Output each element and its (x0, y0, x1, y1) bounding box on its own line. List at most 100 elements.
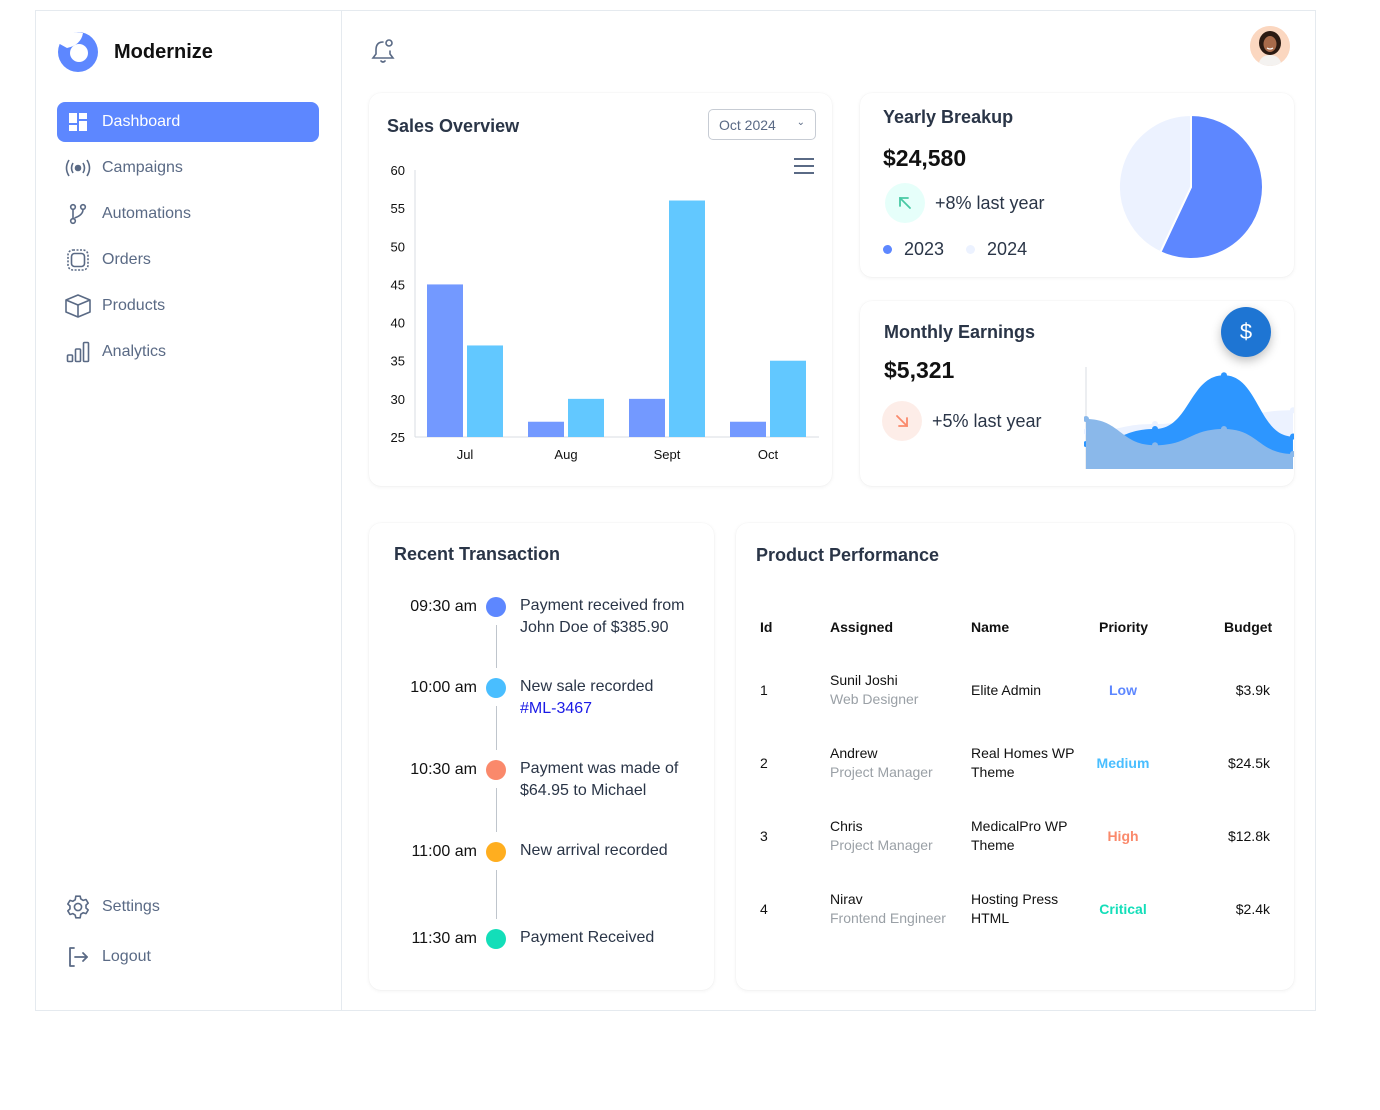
sidebar-item-products[interactable]: Products (57, 286, 319, 326)
area-point (1151, 442, 1158, 449)
timeline-dot (486, 597, 506, 617)
bar-chart-icon (65, 339, 91, 365)
card-title: Recent Transaction (394, 544, 561, 564)
dollar-action-button[interactable]: $ (1221, 307, 1271, 357)
area-point (1220, 426, 1227, 432)
bar-sept-series-2 (669, 200, 705, 437)
cell-assigned: Sunil Joshi Web Designer (830, 671, 918, 709)
period-select-value: Oct 2024 (719, 116, 776, 133)
sidebar-item-dashboard[interactable]: Dashboard (57, 102, 319, 142)
column-header-priority: Priority (1099, 619, 1149, 635)
yearly-pie-chart (1118, 113, 1264, 260)
legend-item-2024: 2024 (966, 239, 1027, 260)
brand-logo-icon (58, 32, 98, 72)
sidebar-item-analytics[interactable]: Analytics (57, 332, 319, 372)
card-title: Yearly Breakup (883, 107, 1014, 127)
dashboard-icon (65, 109, 91, 135)
brand-name: Modernize (114, 40, 213, 63)
sidebar-item-label: Products (102, 297, 166, 314)
dollar-icon: $ (1239, 319, 1253, 344)
cell-name: Elite Admin (971, 682, 1042, 698)
column-header-budget: Budget (1224, 619, 1273, 635)
yearly-trend-text: +8% last year (935, 192, 1045, 213)
bell-icon (371, 39, 395, 63)
card-title: Sales Overview (387, 116, 520, 136)
user-avatar[interactable] (1250, 26, 1290, 66)
timeline-description: Payment was made of $64.95 to Michael (520, 760, 679, 799)
sidebar-item-label: Dashboard (102, 113, 181, 130)
logout-icon (65, 944, 91, 970)
bar-jul-series-2 (467, 345, 503, 437)
column-header-name: Name (971, 619, 1010, 635)
table-row[interactable]: 2 Andrew Project Manager Real Homes WP Them… (736, 742, 1294, 792)
box-icon (65, 293, 91, 319)
y-tick-label: 25 (391, 430, 405, 445)
timeline-connector (496, 625, 497, 668)
y-tick-label: 35 (391, 354, 405, 369)
area-point (1220, 372, 1227, 379)
cell-priority: Critical (1099, 901, 1147, 917)
assignee-role: Web Designer (830, 691, 919, 707)
assignee-name: Sunil Joshi (830, 672, 898, 688)
hamburger-icon[interactable] (793, 157, 815, 175)
card-title: Monthly Earnings (884, 322, 1036, 342)
y-tick-label: 30 (391, 392, 405, 407)
y-tick-label: 45 (391, 277, 405, 292)
timeline-connector (496, 788, 497, 832)
cell-assigned: Nirav Frontend Engineer (830, 890, 946, 928)
sidebar-item-label: Analytics (102, 343, 167, 360)
git-branch-icon (65, 201, 91, 227)
cell-priority: High (1107, 828, 1139, 844)
yearly-amount: $24,580 (883, 145, 967, 171)
app-frame: Modernize Dashboard Campaigns Automation… (35, 10, 1316, 1011)
timeline-time: 10:00 am (410, 679, 477, 696)
sidebar: Modernize Dashboard Campaigns Automation… (36, 11, 342, 1010)
sidebar-item-label: Campaigns (102, 159, 183, 176)
area-point (1151, 426, 1158, 432)
legend-dot (966, 245, 976, 254)
sales-bar-chart: 25 30 35 40 45 50 55 60 Jul Aug Sept Oct (391, 163, 819, 462)
cell-priority: Low (1109, 682, 1137, 698)
sidebar-item-automations[interactable]: Automations (57, 194, 319, 234)
sidebar-item-campaigns[interactable]: Campaigns (57, 148, 319, 188)
timeline-text: Payment was made of $64.95 to Michael (520, 758, 700, 802)
cell-budget: $2.4k (1235, 901, 1270, 917)
arrow-up-left-icon (885, 183, 925, 223)
bar-oct-series-1 (730, 421, 766, 437)
sidebar-item-logout[interactable]: Logout (57, 937, 319, 977)
arrow-down-right-icon (882, 401, 922, 441)
area-point (1289, 451, 1294, 457)
legend-item-2023: 2023 (883, 239, 944, 260)
table-row[interactable]: 1 Sunil Joshi Web Designer Elite Admin Low $3… (736, 669, 1294, 719)
order-link[interactable]: #ML-3467 (520, 700, 593, 717)
table-row[interactable]: 4 Nirav Frontend Engineer Hosting Press HTM… (736, 888, 1294, 938)
monthly-trend: +5% last year (882, 401, 1042, 441)
area-series-3 (1086, 419, 1293, 469)
x-tick-label: Aug (554, 447, 577, 462)
timeline-time: 11:00 am (411, 843, 477, 860)
sidebar-item-settings[interactable]: Settings (57, 887, 319, 927)
broadcast-icon (65, 155, 91, 181)
pie-slice-2024 (1118, 113, 1192, 254)
timeline-time: 10:30 am (410, 761, 477, 778)
area-point (1289, 433, 1294, 440)
assignee-role: Project Manager (830, 764, 933, 780)
timeline-text: New arrival recorded (520, 840, 700, 862)
bar-jul-series-1 (427, 284, 463, 437)
timeline-connector (496, 706, 497, 750)
recent-transaction-card: Recent Transaction 09:30 am Payment recei… (369, 523, 714, 990)
timeline-dot (486, 929, 506, 949)
cell-id: 2 (760, 755, 768, 771)
assignee-name: Nirav (830, 891, 863, 907)
timeline-description: New arrival recorded (520, 842, 668, 859)
timeline-description: Payment received from John Doe of $385.9… (520, 597, 685, 636)
sidebar-nav: Dashboard Campaigns Automations Orders (57, 102, 319, 378)
table-row[interactable]: 3 Chris Project Manager MedicalPro WP Theme… (736, 815, 1294, 865)
period-select[interactable]: Oct 2024 ⌄ (708, 109, 816, 140)
area-point (1289, 407, 1294, 414)
notification-button[interactable] (369, 37, 397, 65)
sidebar-item-orders[interactable]: Orders (57, 240, 319, 280)
cell-name: Hosting Press HTML (971, 891, 1059, 926)
cell-budget: $12.8k (1227, 828, 1270, 844)
gear-icon (65, 894, 91, 920)
